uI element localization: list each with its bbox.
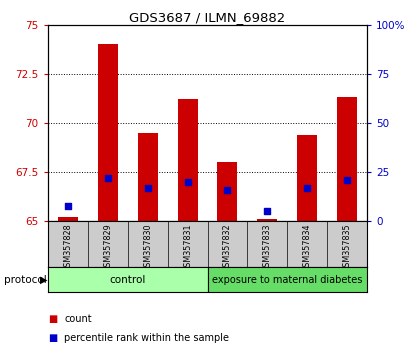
Bar bbox=[48, 267, 208, 292]
Point bbox=[224, 187, 231, 193]
Bar bbox=[58, 217, 78, 221]
Text: ■: ■ bbox=[48, 314, 57, 324]
Bar bbox=[298, 135, 317, 221]
Point bbox=[64, 203, 71, 209]
Bar bbox=[178, 99, 198, 221]
Point bbox=[264, 209, 271, 214]
Point bbox=[184, 179, 191, 185]
Text: GSM357832: GSM357832 bbox=[223, 224, 232, 272]
Text: ▶: ▶ bbox=[40, 275, 47, 285]
Text: GSM357828: GSM357828 bbox=[63, 224, 72, 272]
Text: exposure to maternal diabetes: exposure to maternal diabetes bbox=[212, 275, 363, 285]
Point bbox=[344, 177, 351, 183]
Text: ■: ■ bbox=[48, 333, 57, 343]
Point bbox=[304, 185, 311, 191]
Bar bbox=[138, 133, 158, 221]
Text: percentile rank within the sample: percentile rank within the sample bbox=[64, 333, 229, 343]
Point bbox=[144, 185, 151, 191]
Title: GDS3687 / ILMN_69882: GDS3687 / ILMN_69882 bbox=[129, 11, 286, 24]
Text: GSM357835: GSM357835 bbox=[343, 224, 352, 272]
Text: GSM357834: GSM357834 bbox=[303, 224, 312, 272]
Text: GSM357829: GSM357829 bbox=[103, 224, 112, 272]
Text: GSM357833: GSM357833 bbox=[263, 224, 272, 272]
Text: count: count bbox=[64, 314, 92, 324]
Text: control: control bbox=[110, 275, 146, 285]
Text: protocol: protocol bbox=[4, 275, 47, 285]
Text: GSM357831: GSM357831 bbox=[183, 224, 192, 272]
Point bbox=[104, 175, 111, 181]
Bar bbox=[98, 44, 117, 221]
Bar bbox=[337, 97, 357, 221]
Bar bbox=[208, 267, 367, 292]
Text: GSM357830: GSM357830 bbox=[143, 224, 152, 272]
Bar bbox=[257, 219, 277, 221]
Bar bbox=[217, 162, 237, 221]
